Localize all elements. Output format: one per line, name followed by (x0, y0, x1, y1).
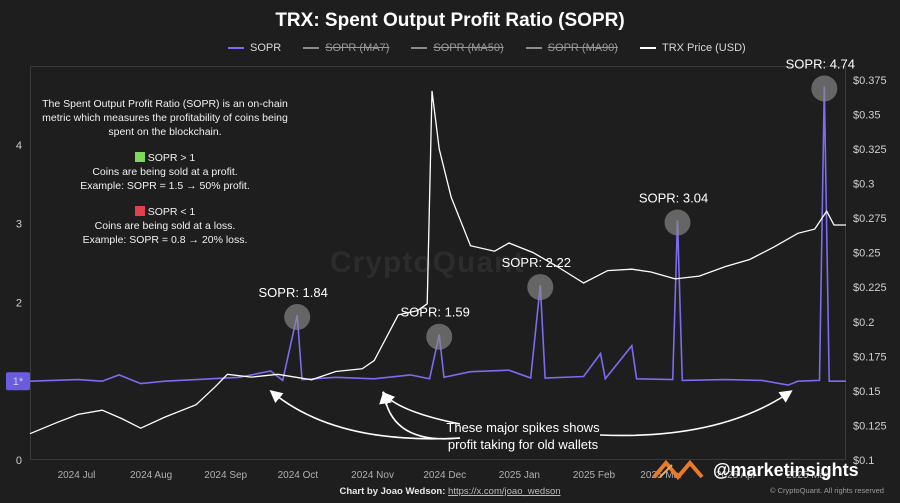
current-value-label: 1* (13, 376, 24, 388)
info-gt-text2: Example: SOPR = 1.5 → 50% profit. (80, 180, 250, 192)
footer: Chart by Joao Wedson: https://x.com/joao… (0, 486, 900, 497)
y-left-axis: 0 2 3 4 1* (6, 140, 30, 467)
info-loss-block: SOPR < 1 Coins are being sold at a loss.… (40, 205, 290, 247)
legend-swatch-trx-price (639, 47, 656, 49)
spike-callout-label: SOPR: 1.84 (258, 285, 327, 300)
y-right-tick-label: $0.375 (853, 75, 887, 87)
x-tick-label: 2025 Jan (499, 470, 540, 481)
spike-callout-label: SOPR: 3.04 (639, 190, 708, 205)
spike-callout-label: SOPR: 4.74 (786, 56, 855, 71)
spike-highlight-circle (426, 323, 453, 350)
legend-swatch-sopr-ma50 (411, 47, 428, 49)
y-right-axis: $0.1 $0.125 $0.15 $0.175 $0.2 $0.225 $0.25 $0.2… (853, 75, 887, 467)
info-lt-heading: SOPR < 1 (147, 206, 196, 218)
y-right-tick-label: $0.175 (853, 351, 887, 363)
y-right-tick-label: $0.275 (853, 213, 887, 225)
current-value-marker (6, 372, 30, 391)
y-right-tick-label: $0.15 (853, 386, 881, 398)
info-profit-block: SOPR > 1 Coins are being sold at a profi… (40, 151, 290, 193)
legend-label-sopr: SOPR (250, 42, 282, 54)
plot-area-border (30, 66, 846, 460)
legend-swatch-sopr (228, 47, 244, 49)
legend-label-sopr-ma50: SOPR (MA50) (433, 42, 504, 54)
legend-label-trx-price: TRX Price (USD) (661, 42, 746, 54)
y-right-tick-label: $0.3 (853, 179, 874, 191)
x-tick-label: 2024 Dec (423, 470, 466, 481)
y-right-tick-label: $0.2 (853, 317, 874, 329)
info-lt-text2: Example: SOPR = 0.8 → 20% loss. (82, 234, 248, 246)
x-tick-label: 2025 Apr (716, 470, 757, 481)
callout-layer: SOPR: 1.84 SOPR: 1.59 SOPR: 2.22 SOPR: 3.04… (258, 56, 855, 350)
legend-label-sopr-ma7: SOPR (MA7) (325, 42, 390, 54)
chart-title: TRX: Spent Output Profit Ratio (SOPR) (275, 10, 625, 31)
spike-callout-label: SOPR: 1.59 (401, 305, 470, 320)
watermark: CryptoQuant (330, 246, 525, 279)
spike-callout-label: SOPR: 2.22 (502, 255, 571, 270)
info-box: The Spent Output Profit Ratio (SOPR) is … (40, 97, 290, 259)
profit-square-icon (134, 152, 145, 162)
annotation-arrow (381, 391, 461, 425)
y-right-tick-label: $0.225 (853, 282, 887, 294)
info-gt-text1: Coins are being sold at a profit. (92, 166, 238, 178)
legend-swatch-sopr-ma7 (303, 47, 320, 49)
series-layer (29, 86, 846, 435)
legend-item-sopr-ma90[interactable]: SOPR (MA90) (525, 42, 618, 54)
y-left-tick-label: 2 (16, 297, 22, 309)
price-line (29, 90, 846, 435)
x-tick-label: 2024 Sep (204, 470, 247, 481)
loss-square-icon (134, 206, 145, 216)
spike-highlight-circle (527, 274, 554, 301)
legend-item-sopr-ma50[interactable]: SOPR (MA50) (411, 42, 504, 54)
x-tick-label: 2024 Jul (58, 470, 96, 481)
annotation-arrow (599, 390, 793, 437)
copyright: © CryptoQuant. All rights reserved (770, 486, 884, 495)
y-left-tick-label: 3 (16, 219, 22, 231)
y-left-tick-label: 0 (16, 455, 22, 467)
y-right-tick-label: $0.25 (853, 248, 881, 260)
legend-swatch-sopr-ma90 (525, 47, 542, 49)
y-right-tick-label: $0.1 (853, 455, 874, 467)
spike-annotation: These major spikes shows profit taking f… (446, 420, 600, 452)
info-gt-heading: SOPR > 1 (147, 152, 196, 164)
y-left-tick-label: 4 (16, 140, 22, 152)
author-handle: @marketinsights (713, 460, 859, 480)
legend-item-trx-price[interactable]: TRX Price (USD) (639, 42, 746, 54)
footer-link[interactable]: https://x.com/joao_wedson (448, 486, 561, 497)
footer-prefix: Chart by Joao Wedson: (339, 486, 446, 497)
x-tick-label: 2025 May (786, 470, 830, 481)
legend-item-sopr[interactable]: SOPR (228, 42, 281, 54)
spike-highlight-circle (284, 304, 311, 331)
y-right-tick-label: $0.35 (853, 109, 881, 121)
legend: SOPR SOPR (MA7) SOPR (MA50) SOPR (MA90) … (228, 40, 746, 56)
annotation-arrow (269, 389, 461, 440)
x-tick-label: 2024 Aug (130, 470, 172, 481)
y-right-tick-label: $0.325 (853, 144, 887, 156)
x-tick-label: 2024 Nov (351, 470, 394, 481)
info-lt-text1: Coins are being sold at a loss. (94, 220, 236, 232)
legend-label-sopr-ma90: SOPR (MA90) (547, 42, 618, 54)
legend-item-sopr-ma7[interactable]: SOPR (MA7) (303, 42, 389, 54)
arrow-layer (269, 389, 793, 440)
brand-logo-icon (652, 459, 704, 481)
spike-highlight-circle (811, 75, 838, 102)
info-intro: The Spent Output Profit Ratio (SOPR) is … (42, 98, 288, 138)
x-tick-label: 2025 Feb (573, 470, 616, 481)
y-right-tick-label: $0.125 (853, 420, 887, 432)
spike-highlight-circle (664, 209, 691, 236)
x-tick-label: 2024 Oct (278, 470, 319, 481)
